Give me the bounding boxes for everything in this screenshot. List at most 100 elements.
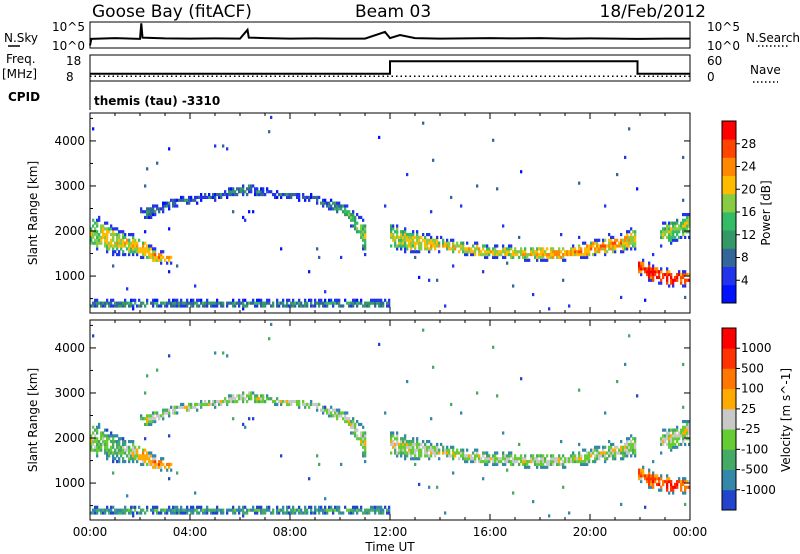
- heatmap-cell: [204, 304, 207, 308]
- heatmap-cell: [168, 301, 171, 305]
- heatmap-cell: [344, 414, 347, 418]
- heatmap-cell: [526, 255, 529, 260]
- heatmap-cell: [418, 454, 421, 458]
- heatmap-cell: [350, 431, 353, 435]
- heatmap-cell: [414, 442, 417, 447]
- heatmap-cell: [100, 508, 103, 512]
- heatmap-cell: [90, 241, 93, 245]
- heatmap-cell: [462, 250, 465, 254]
- heatmap-cell: [176, 298, 179, 302]
- heatmap-cell: [156, 462, 159, 467]
- heatmap-cell: [552, 253, 555, 257]
- heatmap-cell: [512, 255, 515, 260]
- heatmap-cell: [144, 511, 147, 515]
- heatmap-cell: [168, 505, 171, 509]
- heatmap-cell: [104, 244, 107, 248]
- heatmap-cell: [186, 198, 189, 202]
- heatmap-cell: [672, 235, 675, 240]
- heatmap-cell: [166, 468, 169, 472]
- heatmap-cell: [172, 198, 175, 202]
- heatmap-cell: [434, 247, 437, 251]
- heatmap-cell: [536, 247, 539, 251]
- heatmap-cell: [90, 511, 93, 515]
- heatmap-cell: [360, 440, 363, 444]
- heatmap-cell: [360, 235, 363, 240]
- heatmap-cell: [92, 224, 95, 228]
- heatmap-cell: [352, 213, 355, 217]
- heatmap-cell: [94, 301, 97, 305]
- heatmap-cell: [176, 505, 179, 509]
- heatmap-cell: [314, 508, 317, 512]
- heatmap-cell: [678, 224, 681, 228]
- heatmap-cell: [230, 508, 233, 512]
- heatmap-cell: [258, 508, 261, 512]
- heatmap-cell: [242, 187, 245, 191]
- heatmap-cell: [164, 408, 167, 412]
- heatmap-cell: [548, 460, 551, 464]
- heatmap-cell: [252, 210, 255, 214]
- heatmap-cell: [408, 241, 411, 245]
- heatmap-cell: [502, 250, 505, 254]
- heatmap-cell: [96, 238, 99, 242]
- heatmap-cell: [242, 514, 245, 518]
- heatmap-cell: [410, 233, 413, 237]
- heatmap-cell: [478, 253, 481, 257]
- heatmap-cell: [184, 301, 187, 305]
- heatmap-cell: [208, 402, 211, 407]
- heatmap-cell: [380, 511, 383, 515]
- heatmap-cell: [238, 187, 241, 191]
- heatmap-cell: [248, 391, 251, 395]
- heatmap-cell: [214, 402, 217, 407]
- heatmap-cell: [402, 230, 405, 234]
- noise-panel: N.Sky 10^5 10^0 10^5 10^0 N.Search: [4, 20, 800, 53]
- heatmap-cell: [254, 397, 257, 401]
- heatmap-cell: [682, 155, 685, 160]
- heatmap-cell: [114, 440, 117, 444]
- heatmap-cell: [90, 233, 93, 237]
- heatmap-cell: [238, 511, 241, 515]
- heatmap-cell: [482, 477, 485, 481]
- heatmap-cell: [162, 508, 165, 512]
- heatmap-cell: [604, 250, 607, 254]
- heatmap-cell: [128, 241, 131, 245]
- heatmap-cell: [670, 221, 673, 225]
- heatmap-cell: [442, 244, 445, 248]
- heatmap-cell: [296, 195, 299, 200]
- heatmap-cell: [500, 250, 503, 254]
- heatmap-cell: [540, 253, 543, 257]
- heatmap-cell: [550, 253, 553, 257]
- heatmap-cell: [112, 304, 115, 308]
- heatmap-cell: [682, 362, 685, 367]
- heatmap-cell: [136, 247, 139, 251]
- heatmap-cell: [462, 244, 465, 248]
- heatmap-cell: [220, 304, 223, 308]
- heatmap-cell: [104, 428, 107, 432]
- heatmap-cell: [666, 485, 669, 489]
- heatmap-cell: [152, 465, 155, 469]
- power-heatmap: [90, 115, 691, 311]
- heatmap-cell: [332, 408, 335, 412]
- heatmap-cell: [662, 227, 665, 231]
- heatmap-cell: [394, 442, 397, 447]
- heatmap-cell: [668, 437, 671, 441]
- heatmap-cell: [320, 201, 323, 205]
- heatmap-cell: [268, 508, 271, 512]
- heatmap-cell: [362, 425, 365, 429]
- heatmap-cell: [512, 491, 515, 495]
- heatmap-cell: [298, 505, 301, 509]
- heatmap-cell: [680, 485, 683, 489]
- heatmap-cell: [562, 454, 565, 458]
- heatmap-cell: [360, 301, 363, 305]
- heatmap-cell: [672, 281, 675, 285]
- heatmap-cell: [122, 508, 125, 512]
- heatmap-cell: [128, 304, 131, 308]
- heatmap-cell: [114, 244, 117, 248]
- heatmap-cell: [622, 244, 625, 248]
- heatmap-cell: [332, 301, 335, 305]
- heatmap-cell: [582, 241, 585, 245]
- heatmap-cell: [592, 451, 595, 455]
- heatmap-cell: [168, 354, 171, 358]
- heatmap-cell: [680, 278, 683, 282]
- heatmap-cell: [160, 460, 163, 464]
- heatmap-cell: [294, 193, 297, 197]
